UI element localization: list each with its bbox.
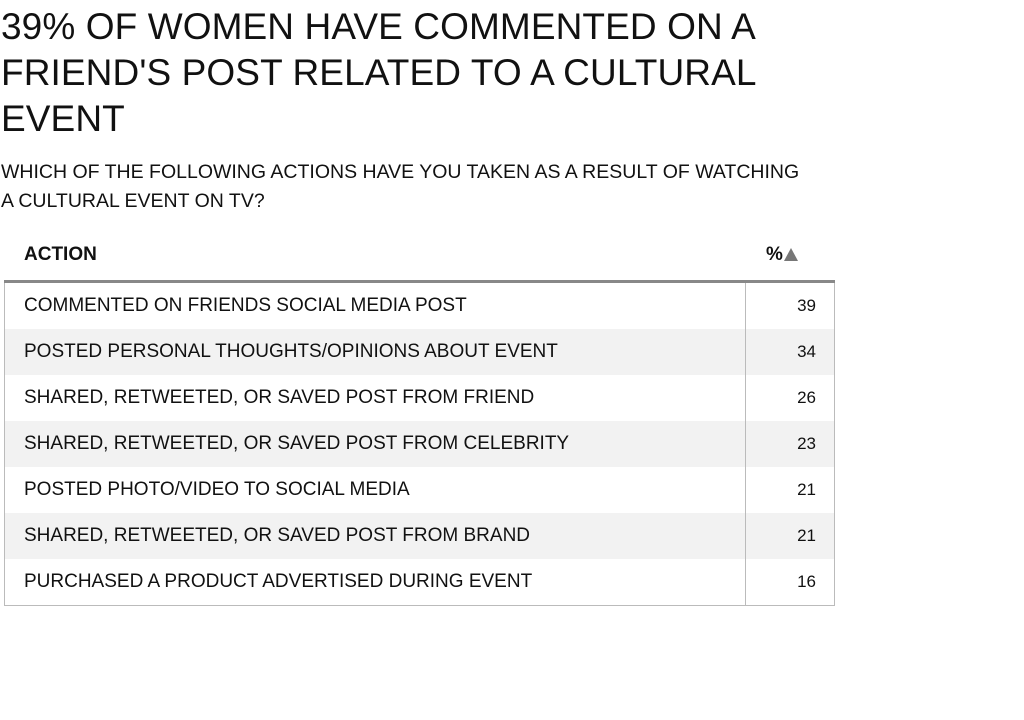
cell-percent: 23 — [797, 434, 816, 453]
cell-action: SHARED, RETWEETED, OR SAVED POST FROM CE… — [5, 421, 746, 467]
table-row: PURCHASED A PRODUCT ADVERTISED DURING EV… — [5, 559, 834, 605]
cell-percent: 34 — [797, 342, 816, 361]
table-header: ACTION % — [4, 234, 835, 283]
table-row: POSTED PHOTO/VIDEO TO SOCIAL MEDIA 21 — [5, 467, 834, 513]
cell-percent: 26 — [797, 388, 816, 407]
chart-title: 39% OF WOMEN HAVE COMMENTED ON A FRIEND'… — [1, 6, 756, 139]
cell-action: SHARED, RETWEETED, OR SAVED POST FROM FR… — [5, 375, 746, 421]
cell-percent: 16 — [797, 572, 816, 591]
column-header-percent[interactable]: % — [766, 244, 798, 266]
data-table: ACTION % COMMENTED ON FRIENDS SOCIAL MED… — [4, 234, 835, 606]
table-row: SHARED, RETWEETED, OR SAVED POST FROM BR… — [5, 513, 834, 559]
table-row: SHARED, RETWEETED, OR SAVED POST FROM FR… — [5, 375, 834, 421]
cell-action: POSTED PERSONAL THOUGHTS/OPINIONS ABOUT … — [5, 329, 746, 375]
table-body: COMMENTED ON FRIENDS SOCIAL MEDIA POST 39… — [4, 283, 835, 606]
sort-ascending-icon[interactable] — [783, 248, 798, 261]
table-row: COMMENTED ON FRIENDS SOCIAL MEDIA POST 39 — [5, 283, 834, 329]
chart-subtitle: WHICH OF THE FOLLOWING ACTIONS HAVE YOU … — [1, 161, 800, 212]
column-header-action[interactable]: ACTION — [24, 244, 97, 265]
cell-action: COMMENTED ON FRIENDS SOCIAL MEDIA POST — [5, 283, 746, 329]
column-header-percent-label: % — [766, 244, 783, 265]
cell-action: SHARED, RETWEETED, OR SAVED POST FROM BR… — [5, 513, 746, 559]
cell-percent: 39 — [797, 296, 816, 315]
table-row: POSTED PERSONAL THOUGHTS/OPINIONS ABOUT … — [5, 329, 834, 375]
cell-action: POSTED PHOTO/VIDEO TO SOCIAL MEDIA — [5, 467, 746, 513]
cell-percent: 21 — [797, 480, 816, 499]
cell-action: PURCHASED A PRODUCT ADVERTISED DURING EV… — [5, 559, 746, 605]
table-row: SHARED, RETWEETED, OR SAVED POST FROM CE… — [5, 421, 834, 467]
cell-percent: 21 — [797, 526, 816, 545]
